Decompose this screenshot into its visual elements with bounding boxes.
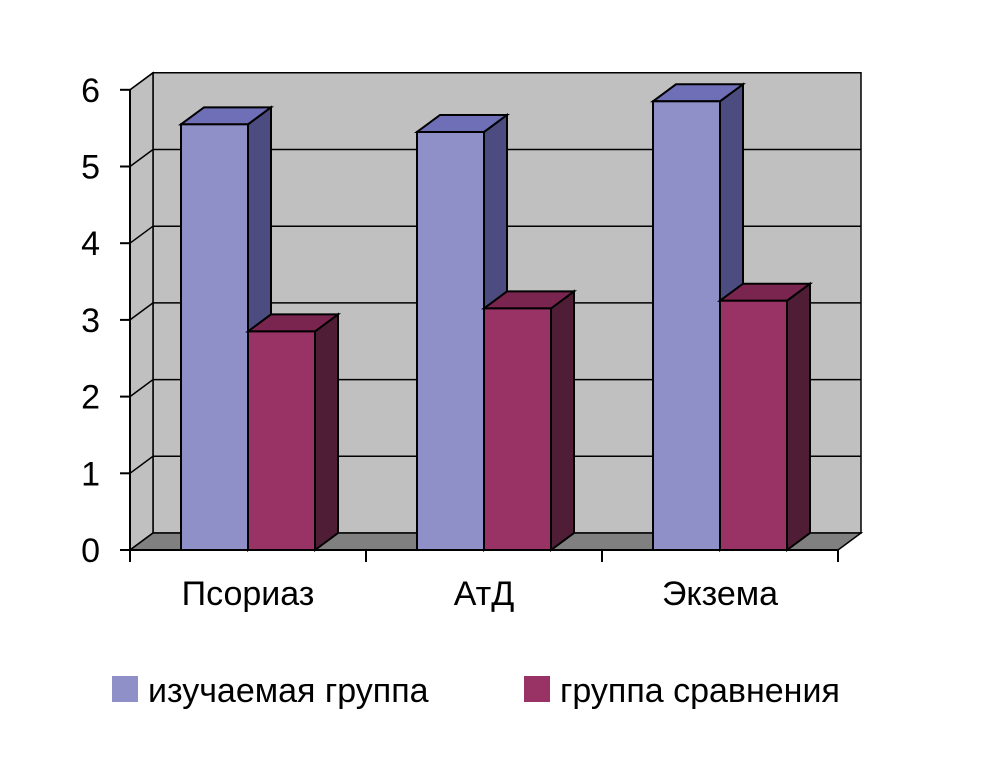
comparison-group-bar-front: [483, 307, 552, 551]
comparison-group-bar-front: [247, 330, 316, 551]
x-axis: Псориаз АтД Экзема: [129, 549, 839, 613]
gridline: [129, 378, 861, 398]
y-tick-label: 0: [81, 532, 100, 570]
comparison-group-bar: [480, 289, 578, 552]
gridline: [129, 225, 861, 244]
comparison-group-bar-side: [786, 281, 811, 552]
comparison-group-bar: [244, 312, 342, 552]
y-tick-label: 5: [81, 149, 100, 187]
gridline: [129, 148, 861, 168]
legend-item: изучаемая группа: [112, 672, 429, 710]
gridline: [129, 72, 861, 91]
x-category-label: Псориаз: [182, 575, 315, 613]
study-group-bar-front: [416, 130, 485, 552]
comparison-group-bar-side: [550, 289, 575, 552]
study-group-bar-front: [180, 123, 249, 551]
x-category-label: Экзема: [662, 575, 778, 613]
gridlines: [129, 72, 861, 474]
y-axis: 0 1 2 3 4 5 6: [81, 72, 131, 570]
comparison-group-bar-front: [719, 299, 788, 551]
legend: изучаемая группа группа сравнения: [112, 672, 840, 710]
y-tick-label: 3: [81, 302, 100, 340]
gridline: [129, 455, 861, 474]
y-tick-label: 2: [81, 379, 100, 417]
legend-label: изучаемая группа: [148, 672, 429, 710]
bars: [177, 82, 814, 552]
legend-item: группа сравнения: [524, 672, 840, 710]
comparison-group-bar: [716, 281, 814, 552]
legend-swatch: [524, 676, 550, 702]
y-tick-label: 6: [81, 72, 100, 110]
study-group-bar-front: [652, 100, 721, 552]
legend-label: группа сравнения: [560, 672, 840, 710]
y-tick-label: 1: [81, 455, 100, 493]
gridline: [129, 302, 861, 321]
comparison-group-bar-side: [314, 312, 339, 552]
x-category-label: АтД: [454, 575, 515, 613]
legend-swatch: [112, 676, 138, 702]
y-tick-label: 4: [81, 225, 100, 263]
